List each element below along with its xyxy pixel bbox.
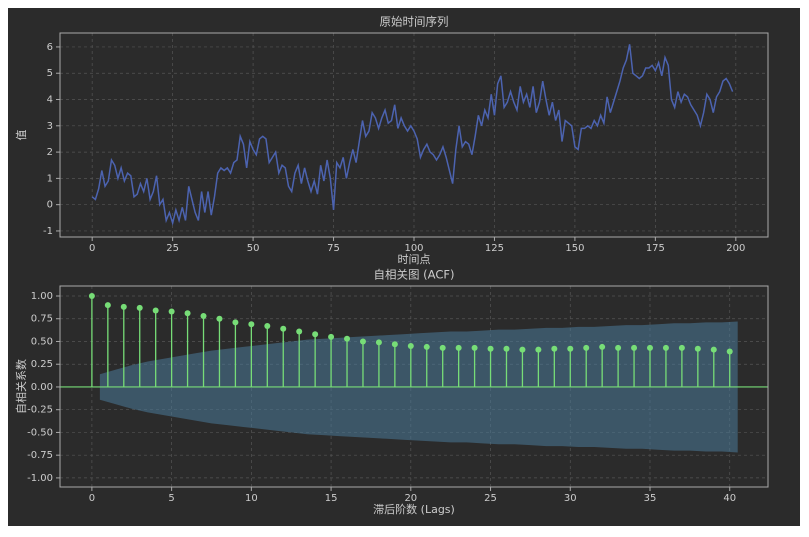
- x-tick-label: 10: [245, 493, 258, 504]
- stem-marker: [407, 343, 414, 350]
- y-tick-label: 0.50: [31, 336, 53, 347]
- x-tick-label: 25: [166, 243, 179, 254]
- x-tick-label: 0: [89, 243, 95, 254]
- stem-marker: [312, 331, 319, 338]
- y-tick-label: 4: [47, 95, 53, 106]
- stem-marker: [120, 303, 127, 310]
- y-tick-label: 1.00: [31, 291, 53, 302]
- x-tick-label: 20: [404, 493, 417, 504]
- stem-marker: [423, 343, 430, 350]
- stem-marker: [280, 325, 287, 332]
- y-axis-label: 值: [15, 130, 28, 141]
- x-tick-label: 40: [723, 493, 736, 504]
- chart-title: 原始时间序列: [380, 15, 449, 29]
- y-tick-label: 0: [47, 200, 53, 211]
- stem-marker: [328, 333, 335, 340]
- axes-frame: [59, 285, 769, 488]
- stem-marker: [455, 344, 462, 351]
- y-tick-label: 1: [47, 173, 53, 184]
- stem-marker: [726, 348, 733, 355]
- stem-marker: [216, 315, 223, 322]
- y-tick-label: 2: [47, 147, 53, 158]
- y-tick-label: -0.50: [27, 427, 53, 438]
- y-tick-label: 0.75: [31, 314, 53, 325]
- stem-marker: [710, 346, 717, 353]
- stem-marker: [471, 344, 478, 351]
- axes-frame: [59, 32, 769, 238]
- stem-marker: [647, 344, 653, 351]
- stem-marker: [678, 344, 685, 351]
- y-tick-label: -0.25: [27, 405, 53, 416]
- stem-marker: [359, 338, 366, 345]
- x-axis-label: 时间点: [398, 253, 431, 266]
- stem-marker: [264, 323, 271, 330]
- x-tick-label: 0: [89, 493, 95, 504]
- x-tick-label: 35: [644, 493, 657, 504]
- stem-marker: [503, 345, 510, 352]
- y-tick-label: -0.75: [27, 450, 53, 461]
- stem-marker: [200, 313, 207, 320]
- y-tick-label: 0.00: [31, 382, 53, 393]
- x-tick-label: 200: [726, 243, 745, 254]
- stem-marker: [168, 308, 175, 315]
- stem-marker: [599, 343, 606, 350]
- stem-marker: [535, 346, 542, 353]
- x-axis-label: 滞后阶数 (Lags): [373, 502, 455, 516]
- y-axis-label: 自相关系数: [14, 359, 28, 414]
- stem-marker: [232, 319, 239, 326]
- x-tick-label: 125: [485, 243, 504, 254]
- stem-marker: [439, 344, 446, 351]
- stem-marker: [296, 328, 303, 335]
- y-tick-label: -1: [43, 226, 53, 237]
- stem-marker: [551, 345, 558, 352]
- x-tick-label: 75: [327, 243, 340, 254]
- stem-marker: [487, 345, 494, 352]
- stem-marker: [375, 339, 382, 346]
- x-tick-label: 100: [404, 243, 423, 254]
- stem-marker: [136, 304, 143, 311]
- y-tick-label: -1.00: [27, 473, 53, 484]
- x-tick-label: 150: [565, 243, 584, 254]
- stem-marker: [583, 344, 590, 351]
- stem-marker: [391, 341, 398, 348]
- x-tick-label: 25: [484, 493, 497, 504]
- stem-marker: [615, 344, 622, 351]
- x-tick-label: 5: [168, 493, 174, 504]
- y-tick-label: 0.25: [31, 359, 53, 370]
- x-tick-label: 15: [325, 493, 338, 504]
- y-tick-label: 6: [47, 42, 53, 53]
- stem-marker: [631, 344, 638, 351]
- stem-marker: [248, 321, 255, 328]
- x-tick-label: 175: [646, 243, 665, 254]
- y-tick-label: 3: [47, 121, 53, 132]
- stem-marker: [344, 335, 351, 342]
- series-line: [91, 44, 734, 226]
- x-tick-label: 50: [247, 243, 260, 254]
- stem-marker: [152, 307, 159, 314]
- stem-marker: [184, 310, 191, 317]
- stem-marker: [567, 345, 574, 352]
- y-tick-label: 5: [47, 68, 53, 79]
- stem-marker: [694, 345, 701, 352]
- stem-marker: [88, 293, 95, 300]
- stem-marker: [662, 344, 669, 351]
- stem-marker: [104, 302, 111, 309]
- stem-marker: [519, 346, 526, 353]
- x-tick-label: 30: [564, 493, 577, 504]
- chart-title: 自相关图 (ACF): [374, 268, 455, 282]
